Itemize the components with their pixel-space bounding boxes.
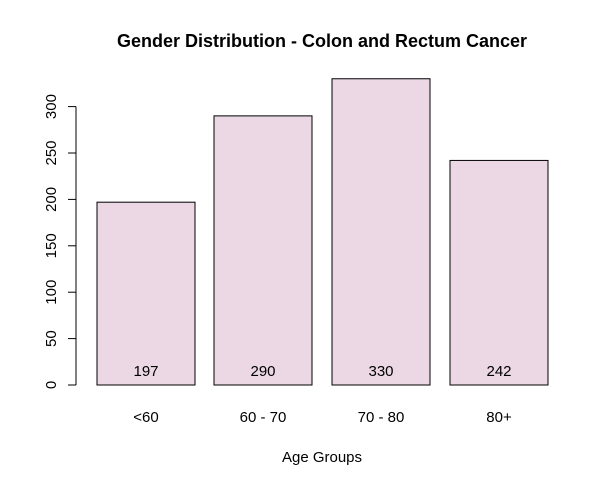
y-tick-label: 0 bbox=[43, 381, 60, 389]
bar-value-label: 330 bbox=[368, 363, 393, 380]
x-category-label: 60 - 70 bbox=[240, 409, 287, 426]
x-axis-title: Age Groups bbox=[282, 449, 362, 466]
y-tick-label: 250 bbox=[43, 140, 60, 165]
y-tick-label: 300 bbox=[43, 94, 60, 119]
y-axis: 0 50 100 150 200 250 300 bbox=[43, 94, 77, 389]
x-category-label: 80+ bbox=[486, 409, 512, 426]
x-category-label: <60 bbox=[133, 409, 158, 426]
y-tick-label: 150 bbox=[43, 233, 60, 258]
bar-value-label: 197 bbox=[133, 363, 158, 380]
y-tick-label: 100 bbox=[43, 280, 60, 305]
bar bbox=[331, 78, 431, 386]
category-labels: <60 60 - 70 70 - 80 80+ bbox=[133, 409, 512, 426]
y-tick-label: 50 bbox=[43, 330, 60, 347]
chart-title: Gender Distribution - Colon and Rectum C… bbox=[117, 31, 527, 51]
bar bbox=[96, 201, 196, 386]
bar bbox=[213, 115, 313, 386]
x-category-label: 70 - 80 bbox=[358, 409, 405, 426]
y-tick-label: 200 bbox=[43, 187, 60, 212]
bar-value-label: 290 bbox=[250, 363, 275, 380]
bar bbox=[449, 159, 549, 386]
bars-group: 197 290 330 242 bbox=[96, 78, 549, 386]
bar-value-label: 242 bbox=[486, 363, 511, 380]
